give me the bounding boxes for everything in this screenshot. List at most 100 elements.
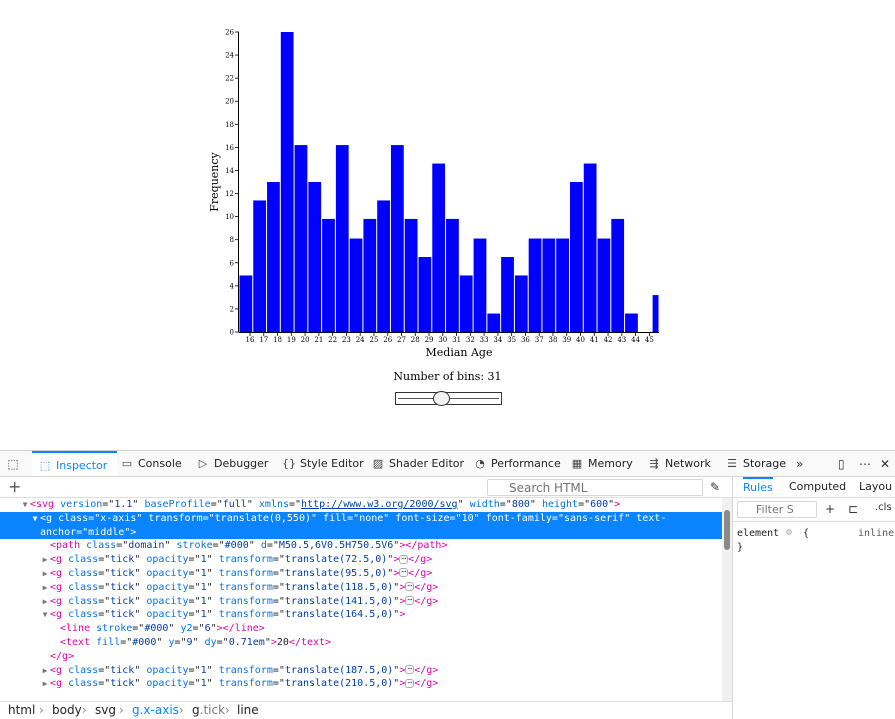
x-tick-label: 35 xyxy=(507,336,516,344)
element-rule-gear-icon[interactable]: ⚙ xyxy=(786,527,793,538)
attr-quote: " xyxy=(132,499,139,510)
more-tools-chevron-icon[interactable]: » xyxy=(796,457,804,471)
markup-node[interactable]: <path class="domain" stroke="#000" d="M5… xyxy=(0,539,722,553)
attr-name: xmlns xyxy=(258,499,289,510)
markup-node[interactable]: ▼ <g class="x-axis" transform="translate(… xyxy=(0,511,722,526)
toggle-pseudo-class-icon[interactable]: ⊏ xyxy=(848,502,859,516)
collapsed-children-icon[interactable]: ⋯ xyxy=(405,677,415,688)
attr-name: transform xyxy=(218,678,273,690)
tab-label: Debugger xyxy=(214,457,269,470)
collapsed-children-icon[interactable]: ⋯ xyxy=(405,664,415,675)
tab-label: Network xyxy=(665,457,711,470)
tab-shader-editor[interactable]: ▨ Shader Editor xyxy=(371,451,464,476)
attr-quote: " xyxy=(457,499,464,510)
attr-eq: =" xyxy=(347,512,360,524)
breadcrumb-item[interactable]: svg xyxy=(95,703,116,717)
markup-node[interactable]: ▶ <g class="tick" opacity="1" transform="… xyxy=(0,595,722,609)
markup-node[interactable]: ▶ <g class="tick" opacity="1" transform="… xyxy=(0,664,722,678)
markup-node[interactable]: ▶ <g class="tick" opacity="1" transform="… xyxy=(0,553,722,567)
attr-quote: " xyxy=(246,499,253,510)
markup-node[interactable]: <line stroke="#000" y2="6"></line> xyxy=(0,622,722,636)
markup-node[interactable]: ▶ <g class="tick" opacity="1" transform="… xyxy=(0,567,722,581)
tab-storage[interactable]: ☰ Storage xyxy=(725,451,786,476)
close-devtools-icon[interactable]: ✕ xyxy=(880,457,891,471)
histogram-bar xyxy=(611,218,625,332)
add-rule-icon[interactable]: + xyxy=(825,502,836,516)
markup-node[interactable]: ▼ <svg version="1.1" baseProfile="full" x… xyxy=(0,498,722,512)
markup-tree[interactable]: ▼ <svg version="1.1" baseProfile="full" x… xyxy=(0,498,722,701)
collapsed-arrow-icon[interactable]: ▶ xyxy=(42,665,48,675)
tab-debugger[interactable]: ▷ Debugger xyxy=(196,451,269,476)
breadcrumb-item[interactable]: html xyxy=(8,703,36,717)
markup-node[interactable]: ▶ <g class="tick" opacity="1" transform="… xyxy=(0,677,722,691)
style-editor-icon: {} xyxy=(282,457,296,470)
collapsed-children-icon[interactable]: ⋯ xyxy=(405,595,415,606)
y-tick-label: 18 xyxy=(225,121,234,129)
element-rule-selector: element xyxy=(737,528,780,539)
tab-computed[interactable]: Computed xyxy=(789,480,847,493)
breadcrumb-separator-icon: › xyxy=(39,703,44,717)
markup-scrollbar-thumb[interactable] xyxy=(724,510,730,550)
tab-performance[interactable]: ◔ Performance xyxy=(473,451,561,476)
filter-styles-input[interactable] xyxy=(737,501,817,518)
attr-value: 9 xyxy=(186,636,193,648)
expanded-arrow-icon[interactable]: ▼ xyxy=(42,610,48,620)
markup-node[interactable]: ▼ <g class="tick" opacity="1" transform="… xyxy=(0,608,722,622)
tag-close: > xyxy=(399,609,406,621)
y-tick-label: 10 xyxy=(225,213,234,221)
tab-memory[interactable]: ▦ Memory xyxy=(570,451,633,476)
attr-eq: =" xyxy=(551,512,564,524)
expanded-arrow-icon[interactable]: ▼ xyxy=(22,500,28,509)
breadcrumb-separator-icon: › xyxy=(179,703,184,717)
options-menu-icon[interactable]: ⋯ xyxy=(859,457,871,471)
collapsed-arrow-icon[interactable]: ▶ xyxy=(42,679,48,689)
collapsed-children-icon[interactable]: ⋯ xyxy=(405,581,415,592)
markup-node[interactable]: <text fill="#000" y="9" dy="0.71em">20</… xyxy=(0,636,722,650)
collapsed-arrow-icon[interactable]: ▶ xyxy=(42,555,48,565)
attr-eq: =" xyxy=(98,595,111,607)
attr-eq: =" xyxy=(272,581,285,593)
attr-value: translate(72.5,0) xyxy=(284,554,388,566)
y-tick-label: 24 xyxy=(225,52,234,60)
tab-network[interactable]: ⇶ Network xyxy=(647,451,711,476)
dock-side-icon[interactable]: ▯ xyxy=(838,457,845,471)
markup-node[interactable]: ▶ <g class="tick" opacity="1" transform="… xyxy=(0,581,722,595)
collapsed-arrow-icon[interactable]: ▶ xyxy=(42,582,48,592)
attr-name: height xyxy=(541,499,579,510)
markup-scrollbar[interactable] xyxy=(722,498,732,701)
collapsed-children-icon[interactable]: ⋯ xyxy=(399,567,409,578)
breadcrumb-item[interactable]: g.x-axis xyxy=(132,703,179,717)
expanded-arrow-icon[interactable]: ▼ xyxy=(32,513,38,523)
collapsed-children-icon[interactable]: ⋯ xyxy=(399,553,409,564)
collapsed-arrow-icon[interactable]: ▶ xyxy=(42,596,48,606)
search-html-input[interactable] xyxy=(487,479,703,496)
attr-name: class xyxy=(68,664,99,676)
attr-name: fill xyxy=(323,512,348,524)
eyedropper-icon[interactable]: ✎ xyxy=(710,480,721,494)
slider-thumb[interactable] xyxy=(433,391,450,406)
attr-value: translate(210.5,0) xyxy=(284,678,394,690)
attr-value: translate(187.5,0) xyxy=(284,664,394,676)
attr-name: width xyxy=(469,499,500,510)
y-tick-label: 20 xyxy=(225,98,234,106)
markup-node[interactable]: anchor="middle"> xyxy=(0,525,722,540)
bins-slider[interactable] xyxy=(395,391,502,406)
tab-layout[interactable]: Layou xyxy=(859,480,893,493)
tag-name: <g xyxy=(50,581,63,593)
element-picker-icon[interactable]: ⬚ xyxy=(7,457,19,471)
attr-value: 1.1 xyxy=(114,499,133,510)
attr-quote: " xyxy=(134,595,141,607)
add-node-icon[interactable]: + xyxy=(8,477,22,496)
tab-style-editor[interactable]: {} Style Editor xyxy=(282,451,364,476)
y-tick-label: 12 xyxy=(225,190,234,198)
breadcrumb-item[interactable]: body xyxy=(52,703,82,717)
tab-inspector[interactable]: ⬚ Inspector xyxy=(32,451,118,476)
breadcrumb-item[interactable]: line xyxy=(237,703,259,717)
collapsed-arrow-icon[interactable]: ▶ xyxy=(42,568,48,578)
tab-console[interactable]: ▭ Console xyxy=(120,451,182,476)
tab-rules[interactable]: Rules xyxy=(743,477,773,497)
cls-toggle[interactable]: .cls xyxy=(875,502,892,513)
x-tick-label: 22 xyxy=(328,336,337,344)
breadcrumb-item[interactable]: g.tick xyxy=(192,703,226,717)
markup-node[interactable]: </g> xyxy=(0,650,722,664)
